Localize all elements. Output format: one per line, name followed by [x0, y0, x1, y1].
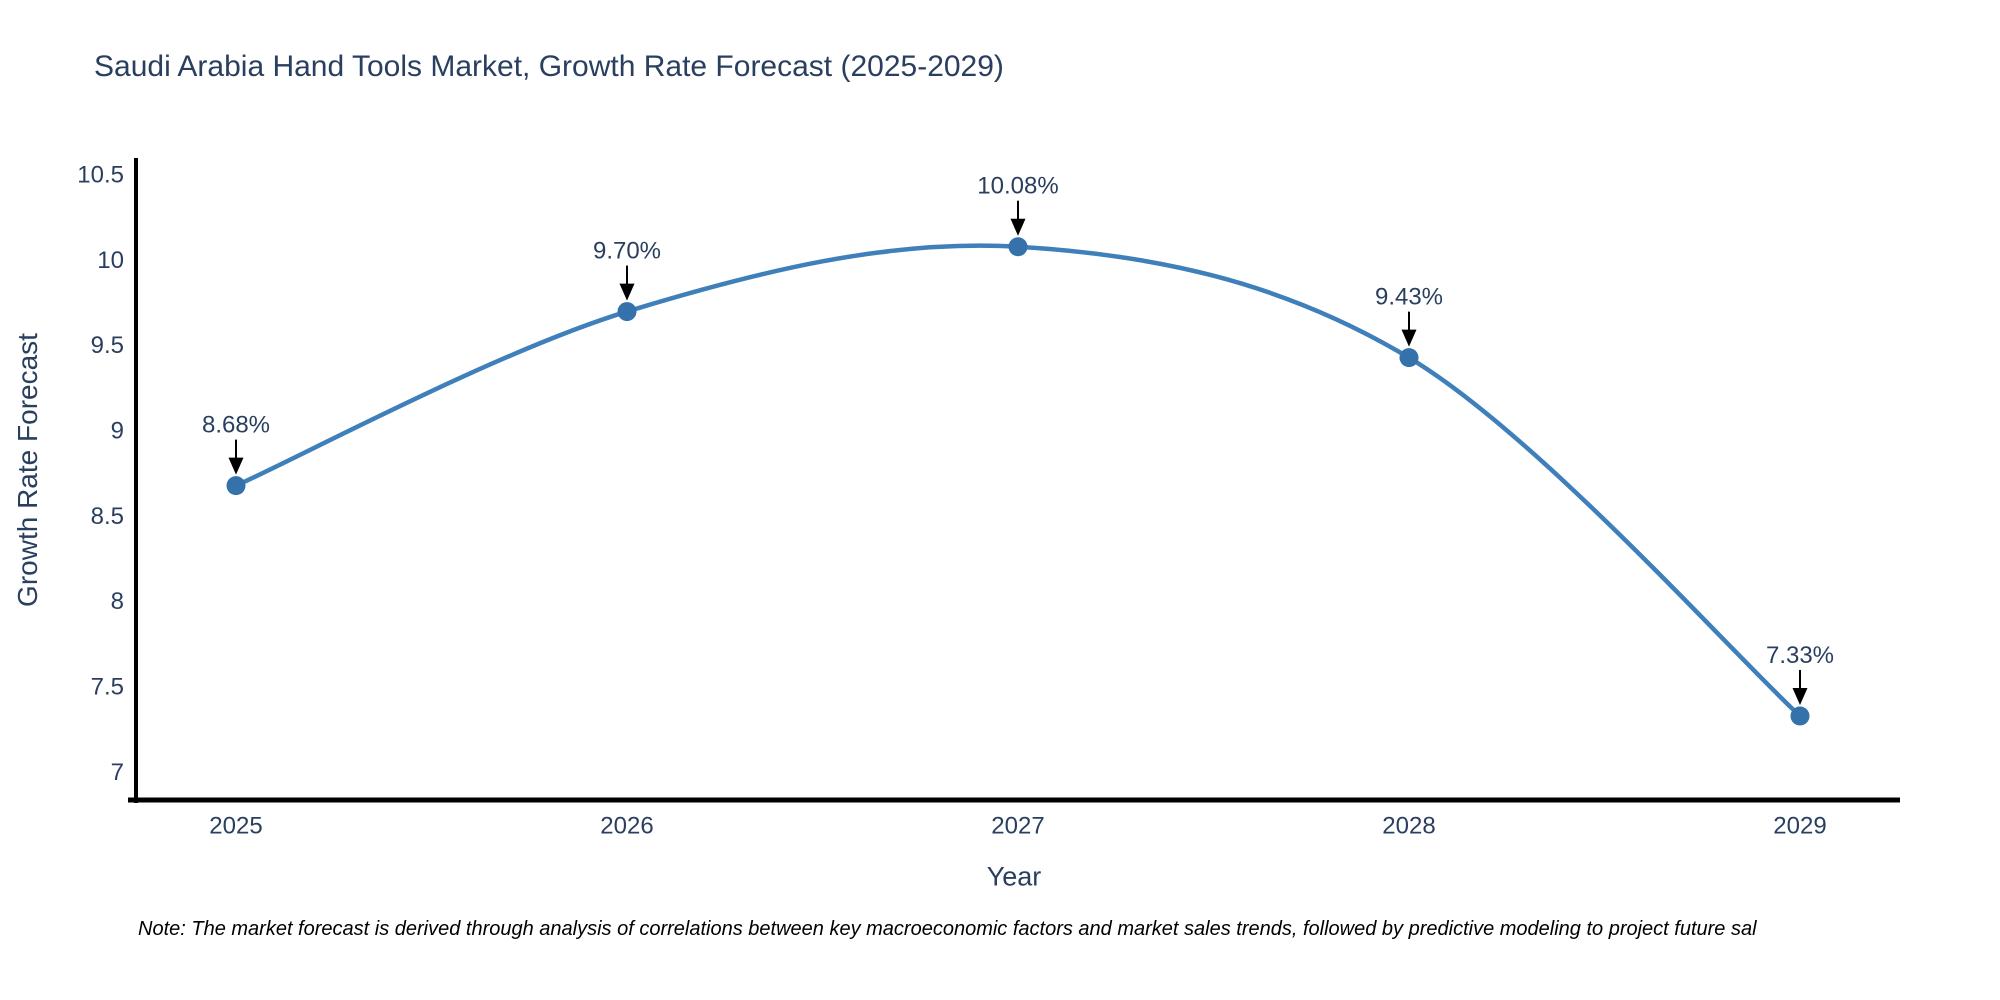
data-point-marker	[226, 476, 246, 496]
footnote: Note: The market forecast is derived thr…	[138, 918, 1757, 940]
y-tick-label: 7	[111, 759, 124, 786]
x-axis-spine	[128, 797, 1900, 803]
x-axis-title: Year	[986, 861, 1042, 892]
data-point-marker	[1399, 348, 1419, 368]
data-point-marker	[1790, 706, 1810, 726]
data-point-marker	[617, 302, 637, 322]
y-axis-spine	[134, 158, 138, 803]
annotation-arrowhead-icon	[1010, 218, 1026, 236]
y-tick-label: 8	[111, 588, 124, 615]
forecast-line	[233, 243, 1803, 719]
y-tick-label: 10	[97, 247, 124, 274]
data-point-label: 7.33%	[1766, 642, 1834, 669]
data-point-marker	[1008, 237, 1028, 257]
x-tick-label: 2029	[1773, 813, 1826, 840]
x-tick-label: 2025	[209, 813, 262, 840]
y-tick-label: 9	[111, 418, 124, 445]
x-tick-label: 2027	[991, 813, 1044, 840]
y-tick-label: 9.5	[91, 332, 124, 359]
chart-title: Saudi Arabia Hand Tools Market, Growth R…	[94, 50, 1004, 83]
data-point-label: 9.70%	[593, 238, 661, 265]
y-tick-label: 7.5	[91, 673, 124, 700]
y-tick-label: 10.5	[77, 162, 124, 189]
data-point-label: 8.68%	[202, 412, 270, 439]
data-point-label: 9.43%	[1375, 284, 1443, 311]
annotation-arrowhead-icon	[1792, 687, 1808, 705]
annotation-arrowhead-icon	[1401, 329, 1417, 347]
x-tick-label: 2028	[1382, 813, 1435, 840]
data-point-label: 10.08%	[977, 173, 1058, 200]
annotation-arrowhead-icon	[228, 457, 244, 475]
y-tick-label: 8.5	[91, 503, 124, 530]
annotation-arrowhead-icon	[619, 283, 635, 301]
x-tick-label: 2026	[600, 813, 653, 840]
